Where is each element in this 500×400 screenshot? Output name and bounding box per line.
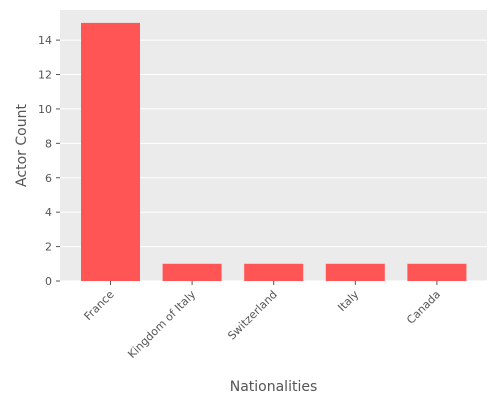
x-tick-label: Canada <box>404 288 443 327</box>
bar <box>244 263 304 281</box>
y-tick-label: 8 <box>45 137 52 150</box>
x-axis-label: Nationalities <box>230 379 318 395</box>
y-tick-label: 0 <box>45 275 52 288</box>
x-axis-ticks: France Kingdom of Italy Switzerland Italy Ca… <box>82 281 443 361</box>
x-tick-label: Switzerland <box>225 288 280 343</box>
bar <box>325 263 385 281</box>
x-tick-label: Italy <box>335 288 361 314</box>
y-tick-label: 2 <box>45 241 52 254</box>
y-tick-label: 14 <box>38 34 52 47</box>
bars <box>81 22 467 282</box>
y-axis-ticks: 0 2 4 6 8 10 12 14 <box>38 34 60 288</box>
y-tick-label: 6 <box>45 172 52 185</box>
bar <box>81 22 140 282</box>
x-tick-label: France <box>82 288 117 323</box>
y-tick-label: 4 <box>45 206 52 219</box>
y-tick-label: 10 <box>38 103 52 116</box>
x-tick-label: Kingdom of Italy <box>125 288 198 361</box>
y-tick-label: 12 <box>38 69 52 82</box>
y-axis-label: Actor Count <box>14 104 30 187</box>
bar <box>162 263 222 281</box>
bar <box>407 263 467 281</box>
